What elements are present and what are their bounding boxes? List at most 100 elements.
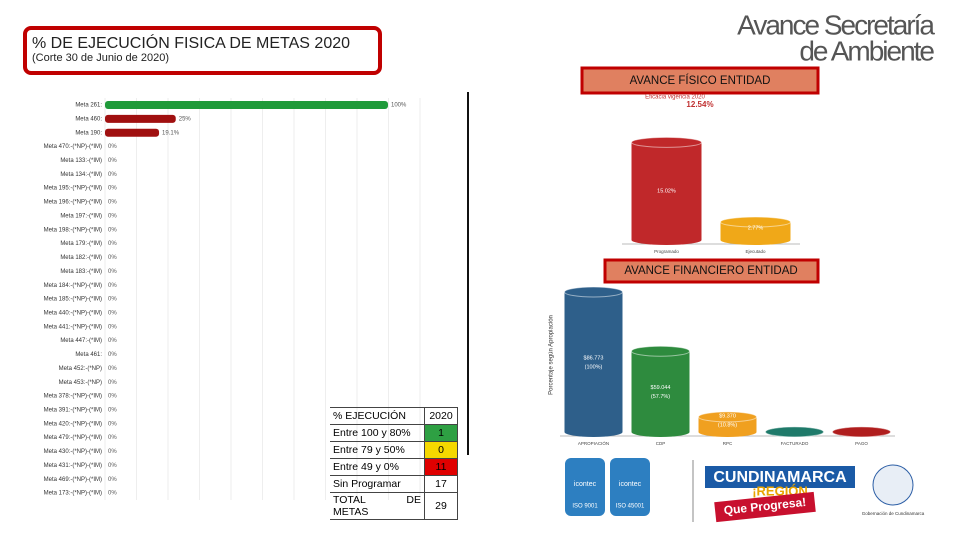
value-label: 0% — [108, 449, 117, 455]
table-cell: 2020 — [424, 407, 458, 425]
value-label: (100%) — [585, 364, 603, 370]
value-label: 0% — [108, 227, 117, 233]
y-tick-label: Meta 261: — [75, 103, 102, 109]
x-tick-label: FACTURADO — [781, 441, 809, 446]
x-tick-label: APROPIACIÓN — [578, 440, 609, 446]
y-tick-label: Meta 190: — [75, 130, 102, 136]
table-cell: 0 — [424, 441, 458, 459]
slide-subtitle: (Corte 30 de Junio de 2020) — [32, 52, 169, 64]
value-label: 0% — [108, 463, 117, 469]
x-tick-label: RPC — [723, 441, 733, 446]
value-label: (10.8%) — [718, 422, 737, 428]
value-label: 0% — [108, 394, 117, 400]
table-cell: Entre 100 y 80% — [330, 424, 425, 442]
chart-title-box — [603, 258, 820, 284]
value-label: 0% — [108, 255, 117, 261]
title-box — [23, 26, 382, 75]
bar-cap — [698, 411, 757, 423]
value-label: 0% — [108, 144, 117, 150]
value-label: 100% — [391, 103, 407, 109]
value-label: (57.7%) — [651, 394, 670, 400]
value-label: 0% — [108, 491, 117, 497]
x-tick-label: Programado — [654, 249, 679, 254]
chart-title: AVANCE FINANCIERO ENTIDAD — [624, 265, 797, 277]
amount-label: $59.044 — [651, 385, 671, 391]
logo — [714, 491, 816, 523]
logo — [610, 458, 650, 516]
y-tick-label: Meta 133:-(*IM) — [60, 158, 102, 164]
table-cell: 17 — [424, 475, 458, 493]
bar-cap — [631, 136, 702, 148]
table-cell: TOTAL DE METAS — [330, 492, 425, 520]
logo-text: ISO 45001 — [616, 504, 645, 510]
bar — [564, 292, 623, 432]
value-label: 0% — [108, 366, 117, 372]
x-tick-label: Ejecutado — [745, 249, 766, 254]
top-right-title: Avance Secretaría — [737, 9, 935, 40]
y-tick-label: Meta 391:-(*NP)-(*IM) — [44, 407, 102, 413]
table-row: Sin Programar 17 — [330, 475, 458, 493]
y-tick-label: Meta 440:-(*NP)-(*IM) — [44, 310, 102, 316]
table-row: Entre 49 y 0% 11 — [330, 458, 458, 476]
y-tick-label: Meta 441:-(*NP)-(*IM) — [44, 324, 102, 330]
bar — [105, 128, 160, 137]
y-tick-label: Meta 470:-(*NP)-(*IM) — [44, 144, 102, 150]
table-cell: 11 — [424, 458, 458, 476]
bar — [105, 101, 388, 109]
y-tick-label: Meta 461: — [75, 352, 102, 358]
chart-title-box — [580, 66, 820, 95]
bar-cap — [720, 216, 791, 228]
y-tick-label: Meta 447:-(*IM) — [60, 338, 102, 344]
table-cell: Sin Programar — [330, 475, 425, 493]
value-label: 0% — [108, 283, 117, 289]
value-label: 0% — [108, 186, 117, 192]
y-tick-label: Meta 183:-(*IM) — [60, 269, 102, 275]
amount-label: $86.773 — [584, 355, 604, 361]
summary-table: % EJECUCIÓN 2020 Entre 100 y 80% 1 Entre 79 … — [330, 407, 458, 520]
y-tick-label: Meta 198:-(*NP)-(*IM) — [44, 227, 102, 233]
y-tick-label: Meta 196:-(*NP)-(*IM) — [44, 200, 102, 206]
slide-title: % DE EJECUCIÓN FISICA DE METAS 2020 — [32, 33, 350, 52]
y-tick-label: Meta 378:-(*NP)-(*IM) — [44, 394, 102, 400]
value-label: 0% — [108, 310, 117, 316]
table-cell: % EJECUCIÓN — [330, 407, 425, 425]
table-cell: Entre 49 y 0% — [330, 458, 425, 476]
y-tick-label: Meta 185:-(*NP)-(*IM) — [44, 297, 102, 303]
logo-text: icontec — [574, 481, 597, 488]
value-label: 0% — [108, 407, 117, 413]
table-row: Entre 79 y 50% 0 — [330, 441, 458, 459]
value-label: 0% — [108, 352, 117, 358]
y-tick-label: Meta 197:-(*IM) — [60, 213, 102, 219]
x-tick-label: CDP — [656, 441, 666, 446]
table-row: TOTAL DE METAS 29 — [330, 492, 458, 520]
amount-label: $9.370 — [719, 413, 736, 419]
y-tick-label: Meta 453:-(*NP) — [59, 380, 102, 386]
y-tick-label: Meta 134:-(*IM) — [60, 172, 102, 178]
value-label: 19.1% — [162, 130, 180, 136]
value-label: 15.02% — [657, 189, 676, 195]
bar — [631, 142, 702, 240]
y-tick-label: Meta 431:-(*NP)-(*IM) — [44, 463, 102, 469]
x-tick-label: PAGO — [855, 441, 868, 446]
value-label: 0% — [108, 477, 117, 483]
value-label: 0% — [108, 338, 117, 344]
logo — [872, 464, 914, 506]
value-label: (0.1%) — [786, 417, 802, 423]
table-row: % EJECUCIÓN 2020 — [330, 407, 458, 425]
y-tick-label: Meta 173:-(*NP)-(*IM) — [44, 491, 102, 497]
logo — [565, 458, 605, 516]
y-tick-label: Meta 182:-(*IM) — [60, 255, 102, 261]
value-label: 0% — [108, 172, 117, 178]
y-tick-label: Meta 179:-(*IM) — [60, 241, 102, 247]
y-axis-label: Porcentaje según Apropiación — [549, 315, 555, 395]
value-label: 2.77% — [748, 225, 764, 231]
value-label: 25% — [179, 116, 192, 122]
bar-cap — [631, 345, 690, 357]
logo — [705, 466, 855, 488]
y-tick-label: Meta 452:-(*NP) — [59, 366, 102, 372]
logo-text: ISO 9001 — [572, 504, 598, 510]
value-label: 0% — [108, 213, 117, 219]
y-tick-label: Meta 195:-(*NP)-(*IM) — [44, 186, 102, 192]
bar-cap — [832, 426, 891, 438]
